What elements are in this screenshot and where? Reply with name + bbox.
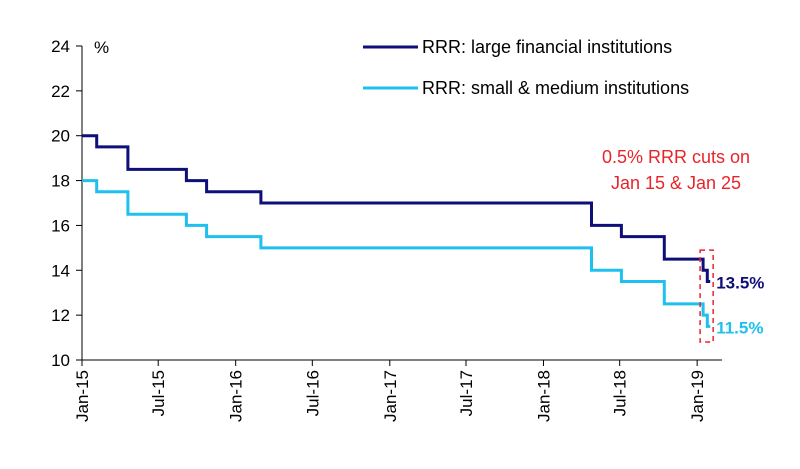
x-tick-label: Jan-16 [227, 370, 246, 422]
annotation-text-line-1: 0.5% RRR cuts on [602, 147, 750, 167]
axes: 10 12 14 16 18 20 22 24 % Jan-15 Jul-15 Jan-16 Jul-1… [51, 37, 722, 422]
x-tick-label: Jan-15 [73, 370, 92, 422]
y-axis-unit: % [94, 38, 109, 57]
y-tick-label: 14 [51, 261, 70, 280]
x-tick-label: Jul-17 [457, 370, 476, 416]
end-label-2: 11.5% [716, 318, 763, 337]
y-tick-label: 24 [51, 37, 70, 56]
y-tick-label: 10 [51, 351, 70, 370]
y-tick-label: 16 [51, 216, 70, 235]
x-tick-label: Jan-19 [688, 370, 707, 422]
legend-label-1: RRR: large financial institutions [422, 37, 672, 57]
y-tick-label: 22 [51, 82, 70, 101]
annotation: 0.5% RRR cuts on Jan 15 & Jan 25 [602, 147, 750, 343]
annotation-text-line-2: Jan 15 & Jan 25 [611, 173, 741, 193]
x-tick-label: Jan-17 [381, 370, 400, 422]
series-line-1 [82, 134, 711, 283]
y-tick-label: 20 [51, 127, 70, 146]
legend-label-2: RRR: small & medium institutions [422, 78, 689, 98]
y-tick-label: 18 [51, 172, 70, 191]
series-line-2 [82, 179, 711, 328]
y-tick-label: 12 [51, 306, 70, 325]
x-tick-label: Jan-18 [534, 370, 553, 422]
legend: RRR: large financial institutions RRR: sm… [363, 37, 689, 98]
series-layer: 13.5% 11.5% [82, 134, 764, 337]
x-tick-label: Jul-18 [611, 370, 630, 416]
x-tick-label: Jul-16 [303, 370, 322, 416]
end-label-1: 13.5% [716, 274, 764, 293]
cut-highlight-box [699, 249, 714, 343]
x-tick-label: Jul-15 [149, 370, 168, 416]
